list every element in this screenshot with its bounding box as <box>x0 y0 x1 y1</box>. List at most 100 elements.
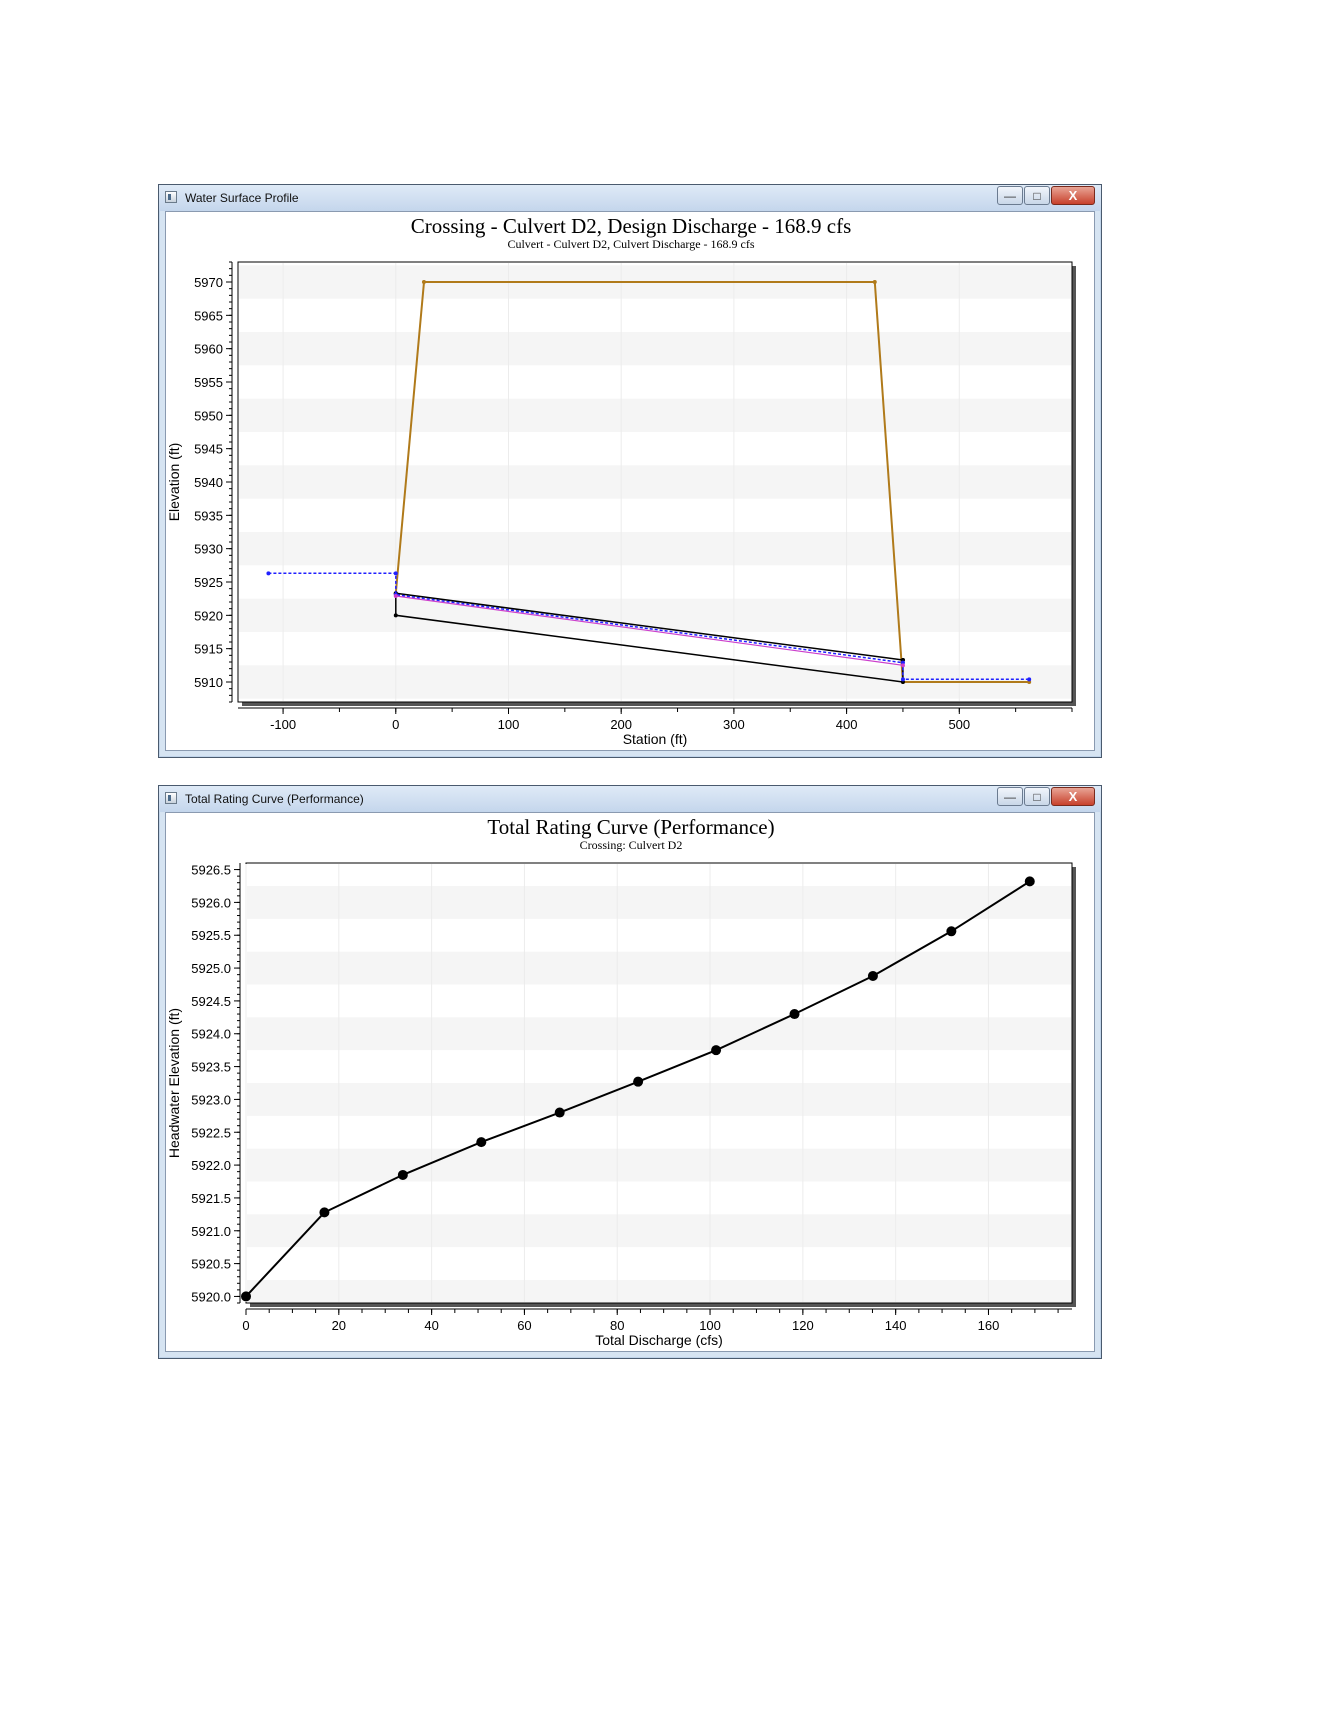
maximize-button[interactable]: □ <box>1024 787 1050 806</box>
grid-band <box>239 465 1071 499</box>
x-tick-label: 0 <box>392 717 399 732</box>
data-point <box>1027 677 1032 682</box>
grid-band <box>247 1017 1071 1051</box>
data-point <box>711 1045 722 1056</box>
data-point <box>633 1076 644 1087</box>
x-tick-label: 100 <box>699 1318 721 1333</box>
data-point <box>1024 876 1035 887</box>
data-point <box>900 677 905 682</box>
grid-band <box>239 532 1071 566</box>
grid-band <box>239 332 1071 366</box>
x-tick-label: -100 <box>270 717 296 732</box>
y-tick-label: 5915 <box>194 642 223 657</box>
grid-band <box>247 885 1071 919</box>
window-icon[interactable] <box>165 191 177 203</box>
y-axis-label: Elevation (ft) <box>166 443 182 522</box>
grid-band <box>247 1083 1071 1116</box>
water-surface-profile-chart: Crossing - Culvert D2, Design Discharge … <box>166 214 1076 747</box>
data-point <box>266 571 271 576</box>
x-tick-label: 80 <box>610 1318 624 1333</box>
y-tick-label: 5945 <box>194 442 223 457</box>
y-tick-label: 5930 <box>194 542 223 557</box>
title-bar[interactable]: Water Surface Profile — □ X <box>159 185 1101 211</box>
total-rating-curve-window: Total Rating Curve (Performance) — □ X T… <box>158 785 1102 1359</box>
y-tick-label: 5965 <box>194 308 223 323</box>
x-tick-label: 160 <box>978 1318 1000 1333</box>
window-title: Total Rating Curve (Performance) <box>185 792 364 806</box>
x-axis-label: Station (ft) <box>623 731 688 747</box>
data-point <box>900 663 905 668</box>
y-axis-label: Headwater Elevation (ft) <box>166 1008 182 1158</box>
grid-band <box>247 951 1071 985</box>
x-tick-label: 120 <box>792 1318 814 1333</box>
y-tick-label: 5920 <box>194 608 223 623</box>
minimize-button[interactable]: — <box>997 787 1023 806</box>
maximize-button[interactable]: □ <box>1024 186 1050 205</box>
x-tick-label: 100 <box>498 717 520 732</box>
data-point <box>319 1207 330 1218</box>
y-tick-label: 5921.0 <box>191 1224 231 1239</box>
series-line <box>395 592 903 661</box>
chart-title: Total Rating Curve (Performance) <box>487 815 774 839</box>
y-tick-label: 5923.0 <box>191 1092 231 1107</box>
data-point <box>393 571 398 576</box>
data-point <box>867 970 878 981</box>
grid-band <box>247 1148 1071 1182</box>
window-title: Water Surface Profile <box>185 191 299 205</box>
y-tick-label: 5924.0 <box>191 1027 231 1042</box>
y-tick-label: 5922.5 <box>191 1125 231 1140</box>
x-tick-label: 140 <box>885 1318 907 1333</box>
x-tick-label: 0 <box>242 1318 249 1333</box>
x-axis-label: Total Discharge (cfs) <box>595 1332 723 1348</box>
x-tick-label: 300 <box>723 717 745 732</box>
series-line <box>268 572 1030 681</box>
water-surface-profile-window: Water Surface Profile — □ X Crossing - C… <box>158 184 1102 758</box>
data-point <box>397 1169 408 1180</box>
data-point <box>789 1009 800 1020</box>
y-tick-label: 5940 <box>194 475 223 490</box>
grid-band <box>247 1214 1071 1248</box>
data-point <box>872 280 877 284</box>
minimize-button[interactable]: — <box>997 186 1023 205</box>
y-tick-label: 5920.5 <box>191 1257 231 1272</box>
y-tick-label: 5924.5 <box>191 994 231 1009</box>
x-tick-label: 200 <box>610 717 632 732</box>
series-line <box>395 595 903 666</box>
y-tick-label: 5935 <box>194 508 223 523</box>
x-tick-label: 20 <box>332 1318 346 1333</box>
grid-band <box>239 398 1071 432</box>
window-icon[interactable] <box>165 792 177 804</box>
series-line <box>395 593 904 683</box>
y-tick-label: 5925.5 <box>191 928 231 943</box>
y-tick-label: 5955 <box>194 375 223 390</box>
y-tick-label: 5922.0 <box>191 1158 231 1173</box>
y-tick-label: 5926.5 <box>191 863 231 878</box>
title-bar[interactable]: Total Rating Curve (Performance) — □ X <box>159 786 1101 812</box>
data-point <box>421 280 426 284</box>
chart-subtitle: Culvert - Culvert D2, Culvert Discharge … <box>507 237 754 251</box>
y-tick-label: 5921.5 <box>191 1191 231 1206</box>
y-tick-label: 5910 <box>194 675 223 690</box>
chart-area: Total Rating Curve (Performance) Crossing… <box>165 812 1095 1352</box>
y-tick-label: 5925 <box>194 575 223 590</box>
data-point <box>393 594 398 598</box>
y-tick-label: 5970 <box>194 275 223 290</box>
chart-subtitle: Crossing: Culvert D2 <box>580 838 683 852</box>
x-tick-label: 500 <box>948 717 970 732</box>
grid-band <box>247 1280 1071 1302</box>
x-tick-label: 40 <box>424 1318 438 1333</box>
y-tick-label: 5950 <box>194 408 223 423</box>
data-point <box>241 1291 251 1302</box>
close-button[interactable]: X <box>1051 186 1095 205</box>
chart-title: Crossing - Culvert D2, Design Discharge … <box>411 214 852 238</box>
data-point <box>946 926 957 937</box>
y-tick-label: 5920.0 <box>191 1289 231 1304</box>
y-tick-label: 5960 <box>194 342 223 357</box>
y-tick-label: 5925.0 <box>191 961 231 976</box>
y-tick-label: 5926.0 <box>191 895 231 910</box>
chart-area: Crossing - Culvert D2, Design Discharge … <box>165 211 1095 751</box>
grid-band <box>239 598 1071 632</box>
y-tick-label: 5923.5 <box>191 1060 231 1075</box>
close-button[interactable]: X <box>1051 787 1095 806</box>
x-tick-label: 60 <box>517 1318 531 1333</box>
